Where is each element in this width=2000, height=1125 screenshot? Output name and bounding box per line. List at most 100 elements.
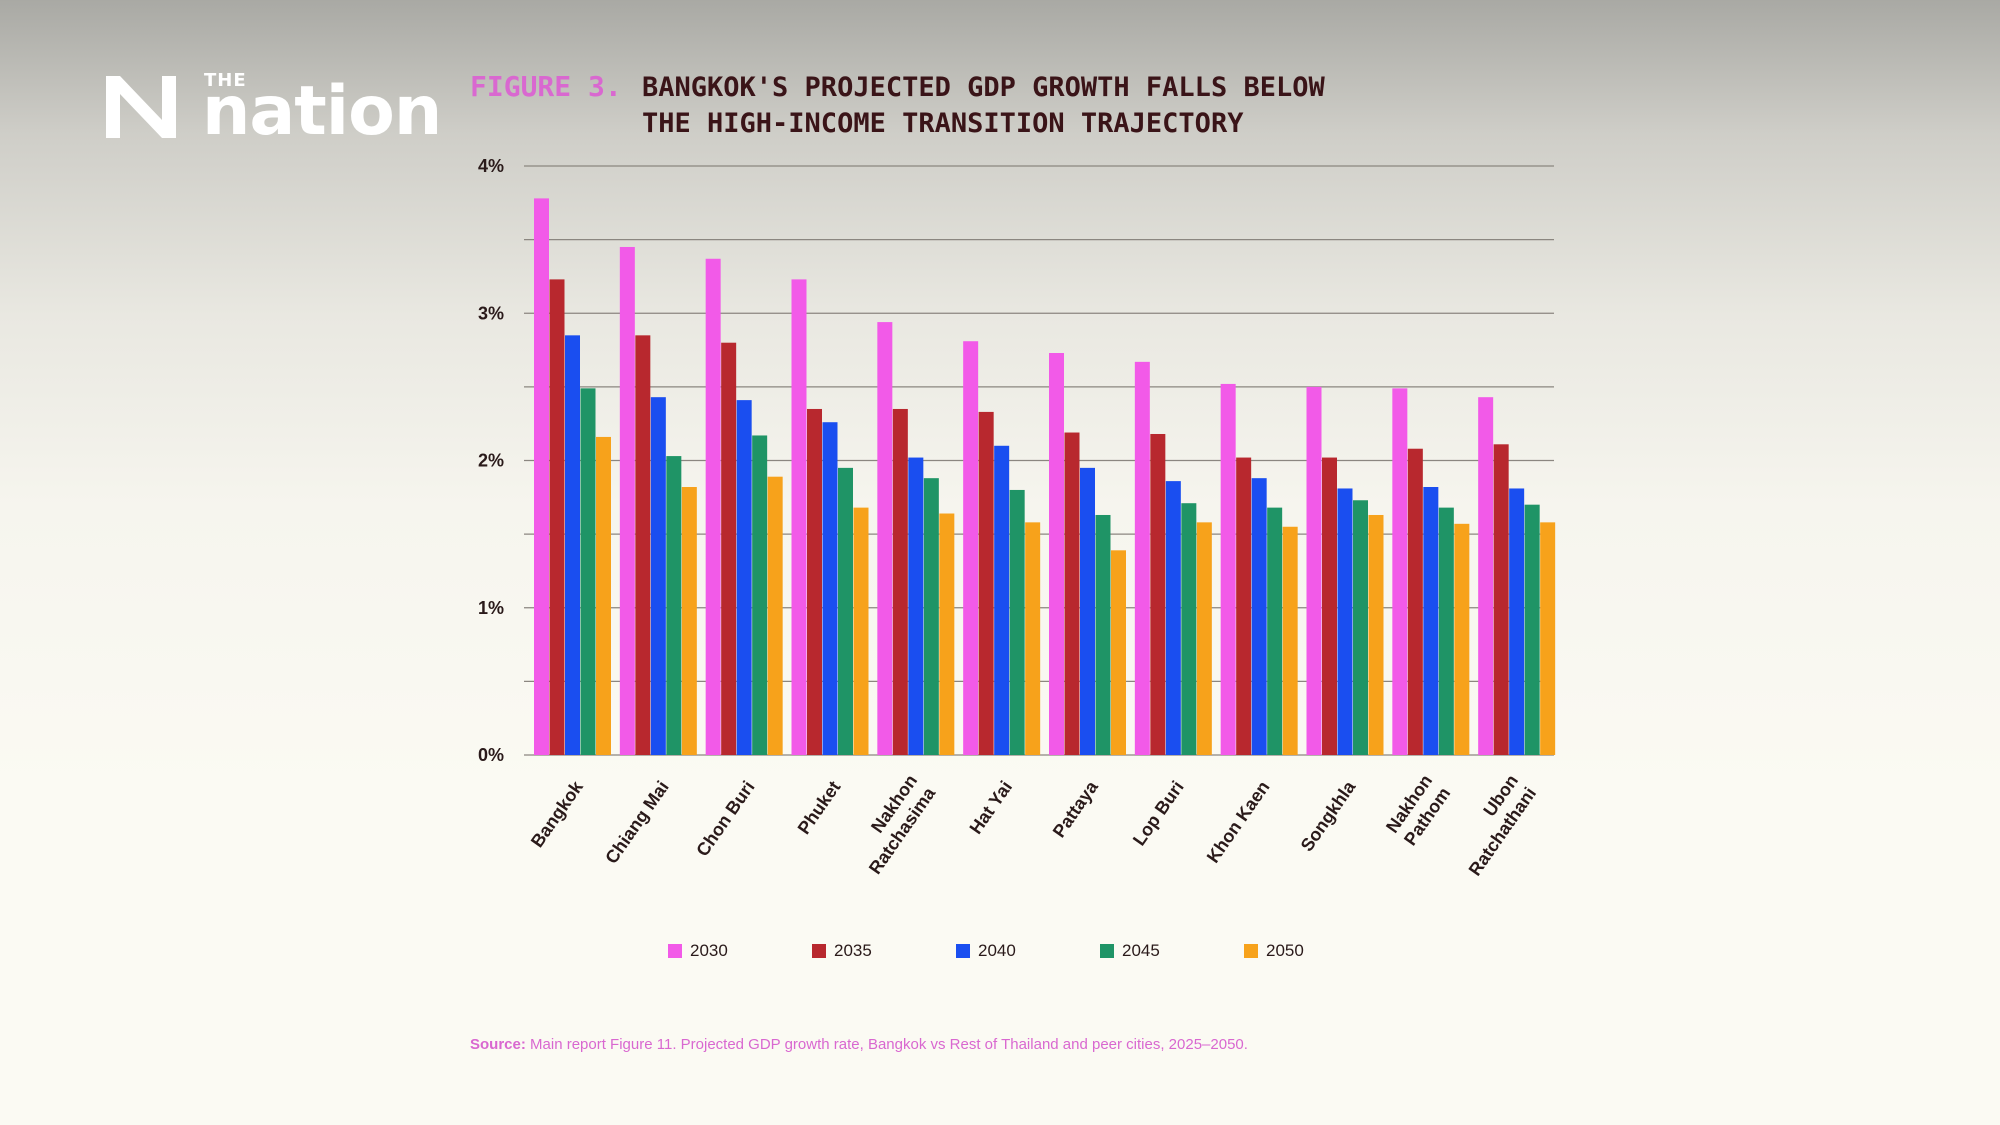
logo-the-text: THE <box>204 70 247 91</box>
bar-2030 <box>1478 397 1494 755</box>
legend-swatch-2035 <box>812 944 826 958</box>
x-tick-label: Khon Kaen <box>1203 777 1274 866</box>
bar-2040 <box>565 335 580 755</box>
bar-2045 <box>752 435 768 755</box>
legend-item-2030: 2030 <box>668 941 812 961</box>
x-tick-label: Songkhla <box>1297 776 1360 855</box>
bar-2040 <box>1165 481 1181 755</box>
legend-label-2040: 2040 <box>978 941 1016 960</box>
bar-2045 <box>1267 507 1283 755</box>
bar-2040 <box>994 445 1010 755</box>
x-tick-label: Bangkok <box>527 776 588 851</box>
x-tick-label: Pattaya <box>1049 776 1103 841</box>
x-tick-label-line: Pattaya <box>1049 776 1103 841</box>
x-tick-label-line: Bangkok <box>527 776 588 851</box>
source-text: Main report Figure 11. Projected GDP gro… <box>525 1036 1248 1053</box>
bar-2045 <box>580 388 596 755</box>
legend-swatch-2050 <box>1244 944 1258 958</box>
legend-item-2045: 2045 <box>1100 941 1244 961</box>
bar-2030 <box>1049 353 1064 755</box>
legend-label-2030: 2030 <box>690 941 728 960</box>
bar-2050 <box>1454 523 1470 755</box>
bar-2030 <box>1392 388 1408 755</box>
x-tick-label: Hat Yai <box>965 777 1016 837</box>
bar-group <box>1220 383 1298 755</box>
x-tick-label-line: Hat Yai <box>965 777 1016 837</box>
x-tick-label-line: Chon Buri <box>692 777 758 860</box>
legend-label-2045: 2045 <box>1122 941 1160 960</box>
bar-2030 <box>1134 361 1150 755</box>
bar-group <box>619 246 697 756</box>
bar-2030 <box>619 246 635 756</box>
bar-group <box>963 341 1041 755</box>
bar-2040 <box>650 397 666 755</box>
bar-2035 <box>1493 444 1509 755</box>
bar-2050 <box>767 476 783 755</box>
bar-2050 <box>1196 522 1212 755</box>
legend-item-2035: 2035 <box>812 941 956 961</box>
bar-2040 <box>1251 478 1267 755</box>
bar-2050 <box>1025 522 1041 755</box>
x-tick-label: Phuket <box>794 777 845 838</box>
legend-swatch-2030 <box>668 944 682 958</box>
bar-group <box>1478 397 1556 755</box>
bar-2040 <box>1337 488 1353 755</box>
bar-2035 <box>807 408 822 755</box>
figure-label: FIGURE 3. <box>470 70 622 103</box>
bar-2050 <box>681 487 697 755</box>
bar-group <box>705 258 783 755</box>
y-tick-label: 3% <box>478 303 504 323</box>
bar-2050 <box>1111 550 1126 755</box>
bar-2045 <box>923 478 939 755</box>
source-note: Source: Main report Figure 11. Projected… <box>470 1036 1248 1053</box>
x-tick-label: Lop Buri <box>1129 777 1188 849</box>
bar-2045 <box>1181 503 1197 755</box>
y-tick-label: 0% <box>478 745 504 765</box>
y-tick-label: 4% <box>478 156 504 176</box>
bar-2040 <box>1080 467 1095 755</box>
legend-swatch-2040 <box>956 944 970 958</box>
x-tick-label-line: Khon Kaen <box>1203 777 1274 866</box>
bar-2035 <box>1150 433 1166 755</box>
bar-2040 <box>1423 487 1439 755</box>
bar-2035 <box>721 342 737 755</box>
the-nation-logo: THE nation <box>104 70 464 150</box>
bar-2030 <box>1220 383 1236 755</box>
bar-group <box>791 279 869 755</box>
chart-title-line-2: THE HIGH-INCOME TRANSITION TRAJECTORY <box>642 108 1244 139</box>
bar-2050 <box>1540 522 1556 755</box>
bar-2035 <box>635 335 651 755</box>
bar-groups <box>534 198 1556 756</box>
y-axis-ticks: 0% 1% 2% 3% 4% <box>478 156 504 765</box>
bar-2040 <box>736 400 752 755</box>
legend-swatch-2045 <box>1100 944 1114 958</box>
bar-2030 <box>534 198 549 755</box>
bar-2030 <box>963 341 979 755</box>
bar-2035 <box>1407 448 1423 755</box>
legend-item-2040: 2040 <box>956 941 1100 961</box>
y-tick-label: 2% <box>478 451 504 471</box>
bar-2045 <box>1438 507 1454 755</box>
legend-label-2035: 2035 <box>834 941 872 960</box>
legend-item-2050: 2050 <box>1244 941 1388 961</box>
bar-2040 <box>1509 488 1525 755</box>
bar-2035 <box>892 408 908 755</box>
x-axis-labels: Bangkok Chiang Mai Chon Buri Phuket NakhonRa… <box>527 771 1540 879</box>
bar-2050 <box>1368 514 1384 755</box>
bar-2045 <box>1524 504 1540 755</box>
bar-2030 <box>1306 386 1322 755</box>
bar-group <box>1134 361 1212 755</box>
bar-2050 <box>939 513 955 755</box>
bar-2045 <box>1095 514 1111 755</box>
bar-2050 <box>1282 526 1298 755</box>
chart-legend: 2030 2035 2040 2045 2050 <box>668 941 1388 961</box>
x-tick-label: Chon Buri <box>692 777 758 860</box>
chart-title: BANGKOK'S PROJECTED GDP GROWTH FALLS BEL… <box>642 70 1325 142</box>
bar-2030 <box>791 279 807 755</box>
chart-title-line-1: BANGKOK'S PROJECTED GDP GROWTH FALLS BEL… <box>642 72 1325 103</box>
nation-n-logo-icon <box>106 76 176 138</box>
x-tick-label-line: Lop Buri <box>1129 777 1188 849</box>
